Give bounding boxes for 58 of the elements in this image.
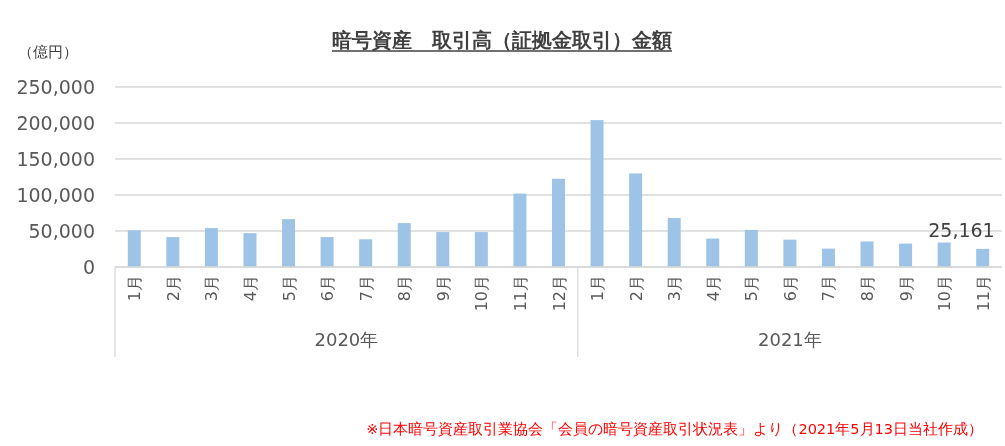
- bar: [976, 248, 990, 267]
- y-tick-label: 150,000: [16, 148, 95, 170]
- text: 2021年: [757, 329, 822, 350]
- x-tick-label: 8月: [858, 275, 878, 302]
- x-tick-label: 5月: [279, 275, 299, 302]
- bar: [359, 239, 373, 267]
- text: 2020年: [314, 329, 379, 350]
- bar: [243, 233, 257, 267]
- bar: [397, 223, 411, 267]
- data-label: 25,161: [928, 218, 995, 241]
- bar: [667, 218, 681, 267]
- bar: [552, 178, 565, 267]
- x-tick-label: 11月: [973, 275, 993, 312]
- x-tick-label: 1月: [588, 275, 608, 302]
- text: ※日本暗号資産取引業協会「会員の暗号資産取引状況表」より（2021年5月13日当社作成）: [366, 421, 983, 437]
- bar: [320, 237, 334, 267]
- bar: [474, 232, 488, 267]
- bar: [436, 232, 450, 267]
- bar: [706, 238, 720, 267]
- bar: [821, 248, 835, 267]
- x-tick-label: 6月: [318, 275, 338, 302]
- bar: [860, 241, 874, 267]
- x-tick-label: 4月: [240, 275, 260, 302]
- x-tick-label: 11月: [510, 275, 530, 312]
- y-tick-label: 0: [82, 256, 95, 278]
- x-tick-label: 7月: [819, 275, 839, 302]
- bar: [899, 243, 913, 267]
- x-tick-label: 9月: [433, 275, 453, 302]
- x-tick-label: 1月: [125, 275, 145, 302]
- x-tick-label: 10月: [472, 275, 492, 312]
- bar: [629, 173, 643, 267]
- x-tick-label: 12月: [549, 275, 569, 312]
- y-tick-label: 50,000: [28, 220, 95, 242]
- x-tick-label: 5月: [742, 275, 762, 302]
- x-tick-label: 4月: [703, 275, 723, 302]
- bar: [744, 229, 758, 267]
- y-tick-label: 100,000: [16, 184, 95, 206]
- x-tick-label: 2月: [626, 275, 646, 302]
- bar: [282, 219, 296, 267]
- bar: [204, 228, 218, 267]
- x-tick-label: 3月: [665, 275, 685, 302]
- x-tick-label: 8月: [395, 275, 415, 302]
- bar: [937, 242, 951, 267]
- y-axis-title: （億円）: [18, 43, 78, 61]
- x-tick-label: 7月: [356, 275, 376, 302]
- chart-title: 暗号資産 取引高（証拠金取引）金額: [332, 28, 672, 52]
- x-tick-label: 6月: [780, 275, 800, 302]
- x-tick-label: 2月: [163, 275, 183, 302]
- bar: [590, 120, 604, 267]
- y-tick-label: 200,000: [16, 112, 95, 134]
- bar: [127, 230, 141, 267]
- x-tick-label: 9月: [896, 275, 916, 302]
- y-tick-label: 250,000: [16, 76, 95, 98]
- x-tick-label: 10月: [935, 275, 955, 312]
- bar: [166, 237, 180, 267]
- x-tick-label: 3月: [202, 275, 222, 302]
- bar: [783, 239, 797, 267]
- bar: [513, 193, 527, 267]
